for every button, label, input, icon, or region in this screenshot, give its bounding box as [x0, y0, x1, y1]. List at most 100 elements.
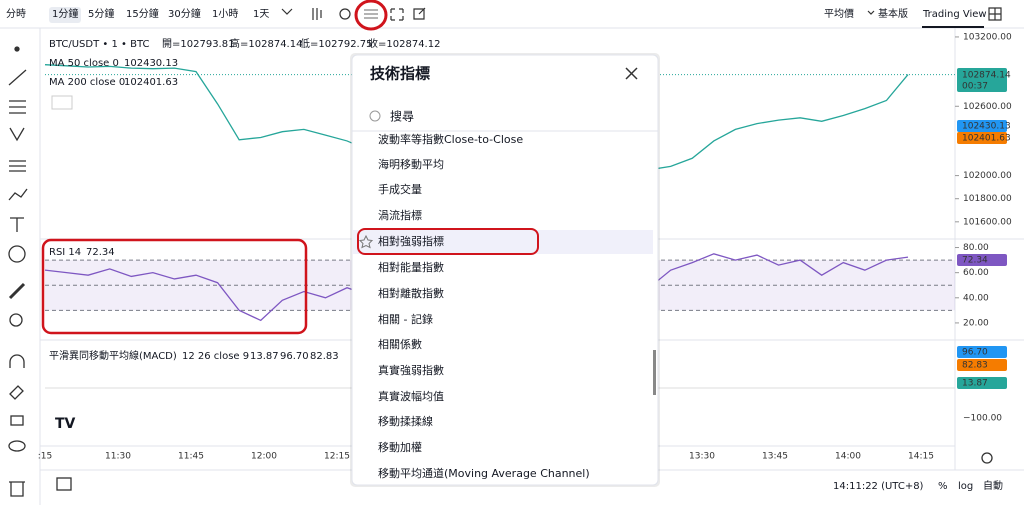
rsi-value: 72.34 — [86, 247, 115, 258]
lock-draw-icon[interactable] — [9, 385, 24, 400]
interval-button[interactable]: 30分鐘 — [168, 7, 201, 20]
time-label: 11:45 — [178, 452, 204, 462]
legend-text: 102430.13 — [124, 58, 178, 69]
log-toggle[interactable]: log — [958, 481, 973, 492]
legend-text: 低=102792.75 — [300, 37, 372, 50]
interval-button[interactable]: 15分鐘 — [126, 7, 159, 20]
macd-line: 96.70 — [280, 351, 309, 362]
legend-text: MA 50 close 0 — [49, 58, 119, 69]
hist-badge — [957, 377, 1007, 389]
layout-type[interactable]: 基本版 — [878, 7, 908, 20]
y-tick-label: 103200.00 — [963, 32, 1012, 42]
indicator-item[interactable]: 移動加權 — [378, 440, 422, 454]
layout-icon[interactable] — [988, 7, 1002, 21]
brand-tab[interactable]: Trading View — [922, 9, 987, 20]
macd-badge-text: 96.70 — [962, 348, 988, 358]
interval-button[interactable]: 分時 — [6, 8, 26, 20]
active-interval — [49, 7, 81, 23]
indicator-icon[interactable] — [364, 9, 378, 19]
fullscreen-icon[interactable] — [390, 8, 404, 21]
lock-icon[interactable] — [10, 415, 24, 426]
hist-badge-text: 13.87 — [962, 379, 988, 389]
indicator-item[interactable]: 相對離散指數 — [378, 286, 444, 300]
emoji-icon[interactable] — [8, 245, 26, 263]
y-tick-label: 20.00 — [963, 318, 989, 328]
collapse-button[interactable] — [51, 95, 73, 110]
candle-icon[interactable] — [312, 8, 322, 20]
rsi-badge — [957, 254, 1007, 266]
last-price: 102874.14 — [962, 71, 1011, 81]
rsi-badge-text: 72.34 — [962, 256, 988, 266]
dropdown-icon — [281, 8, 293, 15]
indicator-item[interactable]: 相對能量指數 — [378, 260, 444, 274]
time-label: 14:15 — [908, 452, 934, 462]
trendline-icon[interactable] — [8, 69, 27, 86]
cursor-icon[interactable] — [14, 46, 20, 52]
search-input[interactable]: 搜尋 — [390, 109, 414, 124]
scrollbar — [653, 350, 656, 395]
time-label: 14:00 — [835, 452, 861, 462]
indicator-item[interactable]: 相對強弱指標 — [378, 234, 444, 248]
forecast-icon[interactable] — [9, 160, 26, 172]
y-tick-label: 80.00 — [963, 243, 989, 253]
zoom-icon[interactable] — [9, 313, 23, 327]
macd-hist: 13.87 — [250, 351, 279, 362]
y-tick-label: 60.00 — [963, 268, 989, 278]
price-type[interactable]: 平均價 — [824, 7, 854, 20]
indicator-item[interactable]: 真實強弱指數 — [378, 363, 444, 377]
interval-button[interactable]: 1小時 — [212, 8, 238, 20]
settings-icon[interactable] — [981, 452, 993, 464]
time-label: 13:30 — [689, 452, 715, 462]
toolbar-icons — [281, 7, 1002, 21]
interval-button[interactable]: 5分鐘 — [88, 7, 114, 20]
legend-text: BTC/USDT • 1 • BTC — [49, 39, 149, 50]
indicator-item[interactable]: 海明移動平均 — [378, 157, 444, 171]
indicator-item[interactable]: 真實波幅均值 — [378, 389, 444, 403]
close-button[interactable] — [625, 67, 638, 80]
auto-toggle[interactable]: 自動 — [983, 479, 1003, 492]
rsi-name: RSI 14 — [49, 247, 81, 258]
macd-params: 12 26 close 9 — [182, 351, 249, 362]
highlight-box — [357, 228, 539, 255]
tv-logo: TV — [55, 416, 76, 432]
interval-button[interactable]: 1天 — [253, 9, 269, 20]
indicator-item[interactable]: 相關係數 — [378, 338, 422, 351]
highlight-box — [41, 238, 308, 335]
text-icon[interactable] — [10, 217, 24, 232]
indicator-item[interactable]: 相關 - 記錄 — [378, 312, 433, 326]
macd-name: 平滑異同移動平均線(MACD) — [49, 349, 177, 362]
indicator-item[interactable]: 波動率等指數Close-to-Close — [378, 132, 523, 146]
legend-text: MA 200 close 0 — [49, 77, 125, 88]
signal-badge — [957, 359, 1007, 371]
ma200-badge-text: 102401.63 — [962, 134, 1011, 144]
time-label: 13:45 — [762, 452, 788, 462]
macd-signal: 82.83 — [310, 351, 339, 362]
search-icon — [369, 110, 381, 122]
last-price-badge — [957, 68, 1007, 92]
y-tick-label: 102600.00 — [963, 102, 1012, 112]
time-label: 12:00 — [251, 452, 277, 462]
y-tick-label: 40.00 — [963, 293, 989, 303]
share-icon[interactable] — [413, 7, 426, 20]
indicator-item[interactable]: 渦流指標 — [378, 208, 422, 222]
interval-button[interactable]: 1分鐘 — [52, 7, 78, 20]
legend-text: 高=102874.14 — [230, 37, 302, 50]
eye-icon[interactable] — [8, 440, 26, 452]
item-hover — [353, 230, 653, 254]
pattern-icon[interactable] — [9, 127, 25, 142]
dropdown-icon — [867, 10, 875, 15]
indicator-item[interactable]: 手成交量 — [378, 182, 422, 196]
magnet-icon[interactable] — [9, 354, 25, 368]
indicator-item[interactable]: 移動揉揉線 — [378, 414, 433, 428]
ruler-icon[interactable] — [8, 282, 26, 300]
brush-icon[interactable] — [8, 188, 28, 201]
star-icon — [358, 234, 374, 249]
legend-text: 收=102874.12 — [368, 37, 440, 50]
indicator-item[interactable]: 移動平均通道(Moving Average Channel) — [378, 466, 590, 480]
fib-icon[interactable] — [9, 100, 26, 114]
calendar-icon[interactable] — [56, 477, 72, 491]
settings-icon[interactable] — [339, 8, 351, 20]
trash-icon[interactable] — [9, 481, 25, 497]
percent-toggle[interactable]: % — [938, 481, 948, 492]
